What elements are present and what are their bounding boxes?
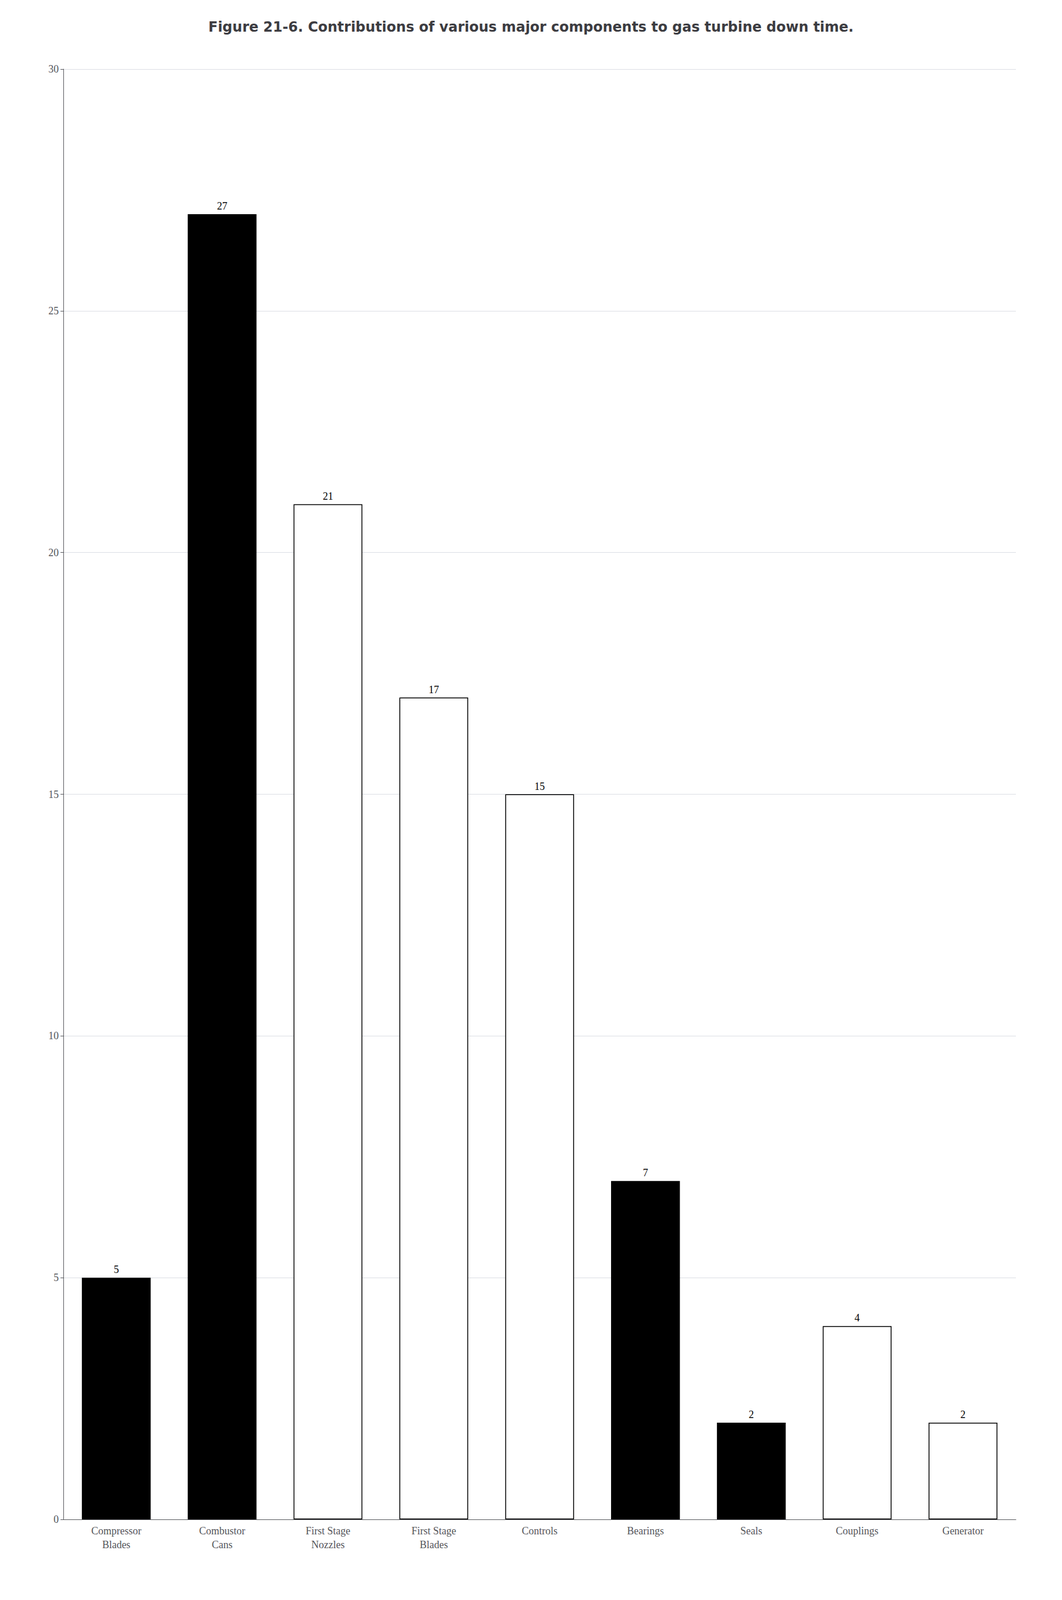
svg-text:30: 30 — [48, 63, 59, 75]
svg-text:15: 15 — [534, 780, 545, 793]
svg-text:17: 17 — [428, 684, 439, 696]
svg-text:Generator: Generator — [942, 1525, 984, 1538]
svg-text:20: 20 — [48, 547, 59, 559]
svg-text:Controls: Controls — [521, 1525, 558, 1538]
svg-text:27: 27 — [217, 200, 228, 212]
svg-text:2: 2 — [748, 1409, 754, 1421]
svg-text:Nozzles: Nozzles — [310, 1539, 345, 1551]
svg-text:2: 2 — [960, 1409, 966, 1421]
svg-text:First Stage: First Stage — [411, 1525, 457, 1538]
svg-text:Seals: Seals — [740, 1525, 763, 1538]
svg-text:5: 5 — [113, 1264, 119, 1276]
svg-text:Compressor: Compressor — [90, 1525, 142, 1538]
svg-text:Cans: Cans — [211, 1539, 233, 1551]
svg-text:Blades: Blades — [101, 1539, 131, 1551]
svg-text:21: 21 — [322, 490, 333, 503]
svg-text:7: 7 — [642, 1167, 648, 1179]
svg-text:First Stage: First Stage — [305, 1525, 351, 1538]
svg-text:0: 0 — [53, 1514, 59, 1526]
svg-text:4: 4 — [854, 1312, 860, 1325]
svg-text:25: 25 — [48, 305, 59, 317]
svg-text:10: 10 — [48, 1030, 59, 1042]
svg-text:Combustor: Combustor — [199, 1525, 246, 1538]
svg-text:5: 5 — [53, 1272, 59, 1284]
svg-text:Figure 21-6. Contributions of: Figure 21-6. Contributions of various ma… — [208, 19, 855, 36]
svg-text:15: 15 — [48, 789, 59, 801]
svg-text:Bearings: Bearings — [627, 1525, 665, 1538]
svg-text:Blades: Blades — [419, 1539, 449, 1551]
svg-text:Couplings: Couplings — [835, 1525, 879, 1538]
